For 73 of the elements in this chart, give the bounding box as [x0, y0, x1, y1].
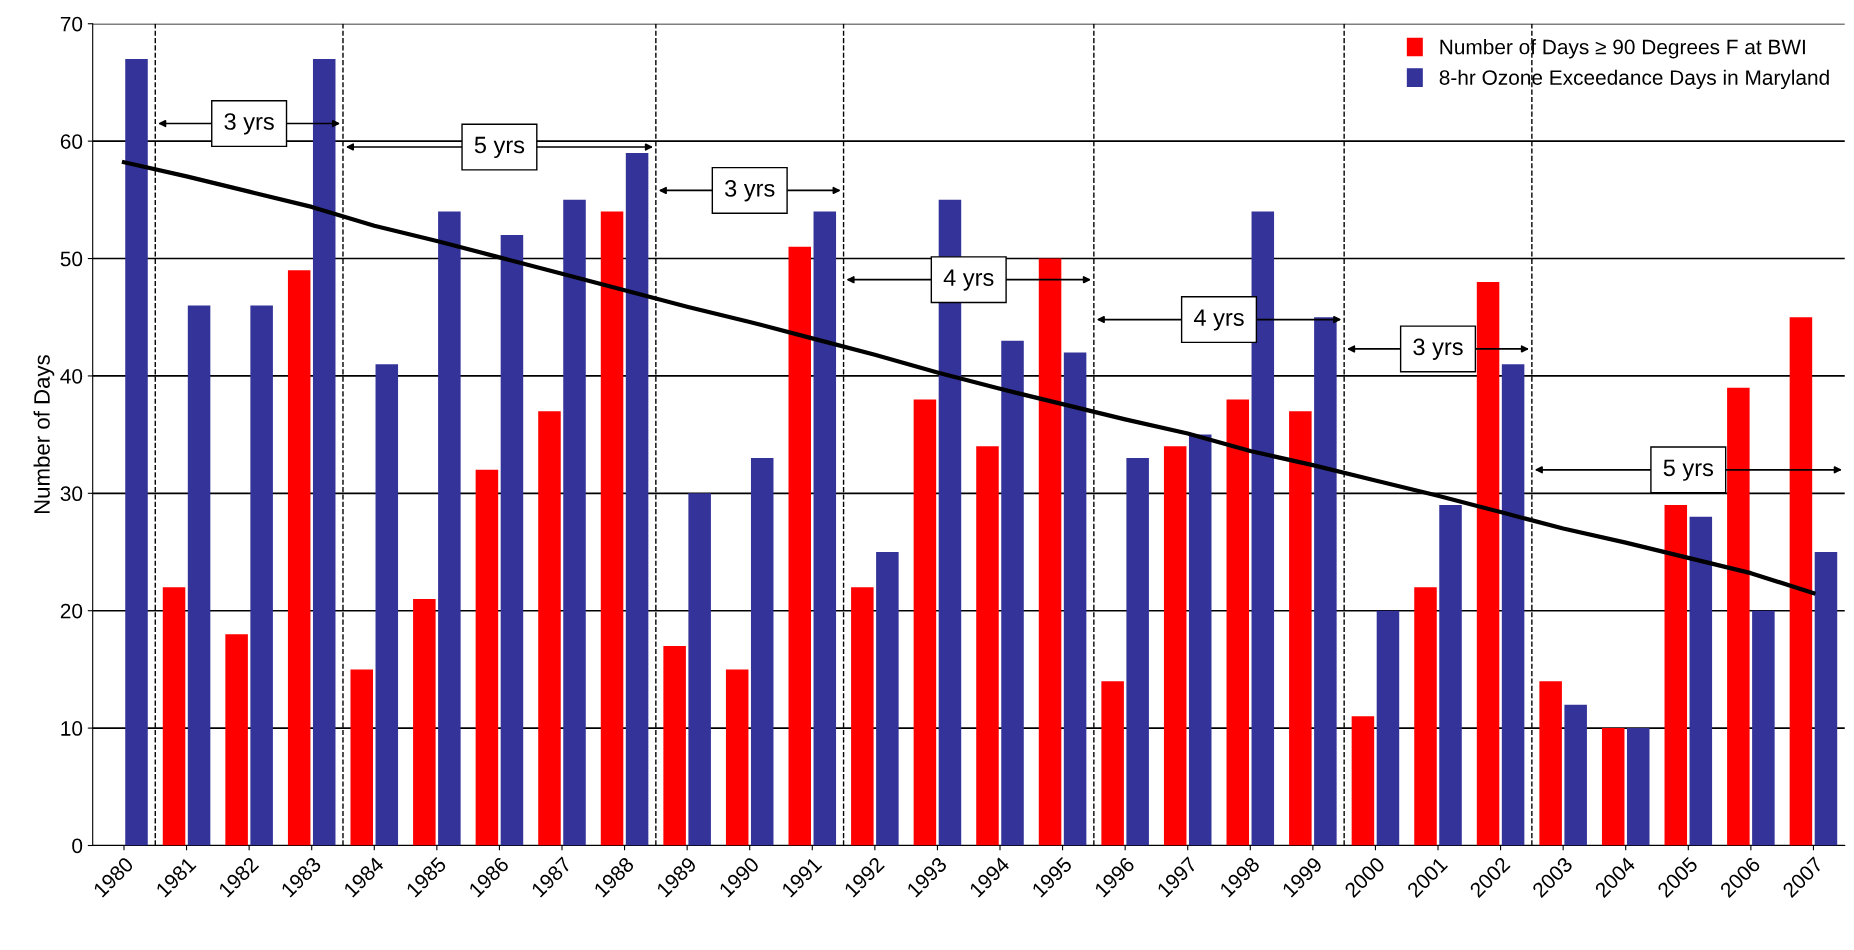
bar: [750, 458, 774, 846]
bar: [788, 246, 812, 846]
annotation: 3 yrs: [1413, 338, 1463, 360]
legend-label: Number of Days ≥ 90 Degrees F at BWI: [1440, 39, 1805, 59]
bar: [1163, 446, 1187, 846]
bar: [312, 58, 336, 846]
bar: [1063, 352, 1087, 846]
bar: [1038, 258, 1062, 846]
y-axis-title: Number of Days: [33, 355, 55, 514]
bar: [563, 199, 586, 846]
bar: [913, 399, 937, 846]
bar: [1289, 411, 1312, 846]
y-tick-label: 50: [60, 251, 83, 267]
bar: [1251, 211, 1275, 846]
bar: [1501, 364, 1525, 846]
y-tick-label: 40: [60, 368, 83, 384]
bar: [162, 587, 186, 846]
bar: [625, 152, 649, 846]
bar: [1814, 552, 1838, 846]
bar: [1564, 704, 1587, 846]
bar: [287, 270, 311, 846]
annotation: 3 yrs: [224, 113, 274, 135]
bar: [187, 305, 211, 846]
bar: [250, 305, 273, 846]
annotation: 5 yrs: [474, 136, 525, 159]
bar: [851, 587, 874, 846]
bar: [1601, 728, 1625, 846]
bar: [438, 211, 461, 846]
bar: [1351, 716, 1375, 846]
bar: [1414, 587, 1437, 846]
bar: [413, 598, 436, 846]
y-tick-label: 70: [60, 16, 83, 32]
y-tick-label: 0: [72, 838, 83, 854]
bar: [125, 58, 148, 846]
y-tick-label: 60: [60, 134, 83, 149]
annotation: 4 yrs: [1193, 309, 1244, 331]
bar: [1626, 728, 1650, 846]
bar: [1376, 610, 1400, 846]
legend-label: 8-hr Ozone Exceedance Days in Maryland: [1439, 69, 1829, 90]
annotation: 5 yrs: [1663, 459, 1714, 481]
bar: [1126, 458, 1149, 846]
bar: [225, 634, 248, 846]
bar: [1689, 516, 1713, 846]
bar: [813, 211, 837, 846]
bar: [500, 235, 524, 846]
annotation: 3 yrs: [725, 180, 775, 202]
bar: [1439, 505, 1462, 846]
bar: [1314, 317, 1337, 846]
y-tick-label: 10: [61, 721, 83, 736]
bar: [475, 469, 499, 846]
bar: [1226, 399, 1250, 846]
bar: [1001, 340, 1024, 846]
bar: [1727, 387, 1750, 846]
bar: [1188, 434, 1212, 846]
bar: [1539, 681, 1562, 846]
bar: [876, 552, 899, 846]
bar: [976, 446, 999, 846]
bar: [1476, 282, 1500, 846]
bar: [1752, 610, 1775, 846]
bar: [663, 645, 686, 846]
y-tick-label: 30: [60, 486, 83, 502]
bar: [375, 364, 399, 846]
bar: [688, 493, 711, 846]
bar: [350, 669, 374, 846]
bar: [538, 411, 561, 846]
annotation: 4 yrs: [943, 269, 994, 291]
bar: [1664, 505, 1688, 846]
bar: [1789, 317, 1813, 846]
bar: [600, 211, 624, 846]
bar: [938, 199, 962, 846]
bar: [725, 669, 749, 846]
y-tick-label: 20: [60, 603, 83, 619]
bar: [1101, 681, 1124, 846]
